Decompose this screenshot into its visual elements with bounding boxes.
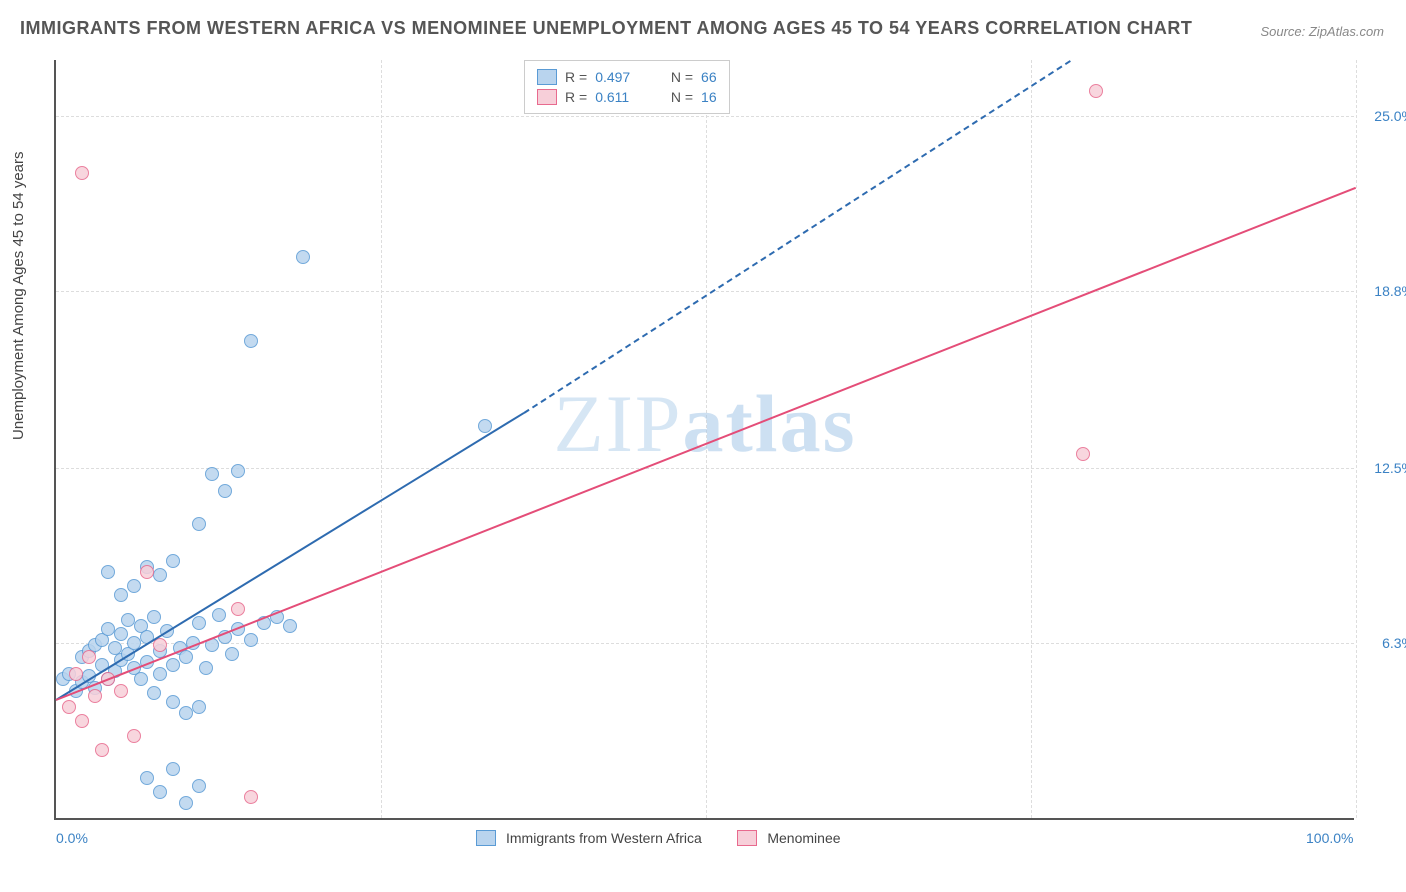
gridline-horizontal [56,291,1354,292]
scatter-point [296,250,310,264]
scatter-point [82,650,96,664]
series-legend: Immigrants from Western Africa Menominee [476,830,841,846]
scatter-point [75,166,89,180]
legend-n-value: 16 [701,89,717,105]
scatter-point [147,686,161,700]
gridline-horizontal [56,116,1354,117]
legend-swatch [737,830,757,846]
plot-area: ZIPatlas R = 0.497 N = 66R = 0.611 N = 1… [54,60,1354,820]
scatter-point [62,700,76,714]
source-label: Source: ZipAtlas.com [1260,24,1384,39]
scatter-point [179,650,193,664]
scatter-point [478,419,492,433]
xtick-label: 100.0% [1306,830,1353,846]
ytick-label: 12.5% [1359,460,1406,476]
scatter-point [283,619,297,633]
legend-r-value: 0.611 [595,89,643,105]
legend-r-label: R = [565,89,587,105]
scatter-point [1076,447,1090,461]
legend-series-label: Immigrants from Western Africa [506,830,702,846]
gridline-vertical [1356,60,1357,818]
trend-line [55,412,524,701]
watermark-thin: ZIP [554,378,683,469]
scatter-point [244,334,258,348]
scatter-point [153,638,167,652]
scatter-point [95,743,109,757]
legend-series-label: Menominee [767,830,840,846]
scatter-point [101,565,115,579]
scatter-point [244,790,258,804]
legend-n-label: N = [671,89,693,105]
legend-n-label: N = [671,69,693,85]
scatter-point [231,464,245,478]
legend-n-value: 66 [701,69,717,85]
scatter-point [114,627,128,641]
scatter-point [166,695,180,709]
legend-swatch [537,69,557,85]
scatter-point [147,610,161,624]
gridline-vertical [381,60,382,818]
scatter-point [121,613,135,627]
scatter-point [75,714,89,728]
legend-r-label: R = [565,69,587,85]
scatter-point [101,622,115,636]
scatter-point [153,785,167,799]
scatter-point [127,729,141,743]
scatter-point [199,661,213,675]
scatter-point [179,706,193,720]
legend-row: R = 0.497 N = 66 [537,67,717,87]
ytick-label: 25.0% [1359,108,1406,124]
scatter-point [231,602,245,616]
scatter-point [166,658,180,672]
ytick-label: 6.3% [1359,635,1406,651]
scatter-point [114,588,128,602]
scatter-point [192,616,206,630]
scatter-point [192,779,206,793]
scatter-point [166,554,180,568]
scatter-point [225,647,239,661]
scatter-point [140,565,154,579]
scatter-point [192,700,206,714]
scatter-point [244,633,258,647]
scatter-point [134,672,148,686]
gridline-vertical [706,60,707,818]
scatter-point [69,667,83,681]
chart-title: IMMIGRANTS FROM WESTERN AFRICA VS MENOMI… [20,18,1192,39]
scatter-point [212,608,226,622]
y-axis-label: Unemployment Among Ages 45 to 54 years [10,151,27,440]
legend-swatch [537,89,557,105]
scatter-point [192,517,206,531]
scatter-point [166,762,180,776]
scatter-point [153,568,167,582]
scatter-point [140,771,154,785]
scatter-point [127,579,141,593]
xtick-label: 0.0% [56,830,88,846]
gridline-vertical [1031,60,1032,818]
watermark: ZIPatlas [554,377,857,471]
correlation-legend: R = 0.497 N = 66R = 0.611 N = 16 [524,60,730,114]
scatter-point [88,689,102,703]
gridline-horizontal [56,468,1354,469]
legend-row: R = 0.611 N = 16 [537,87,717,107]
scatter-point [179,796,193,810]
scatter-point [1089,84,1103,98]
scatter-point [153,667,167,681]
ytick-label: 18.8% [1359,283,1406,299]
scatter-point [205,467,219,481]
scatter-point [114,684,128,698]
scatter-point [218,484,232,498]
legend-swatch [476,830,496,846]
legend-r-value: 0.497 [595,69,643,85]
watermark-bold: atlas [683,378,857,469]
